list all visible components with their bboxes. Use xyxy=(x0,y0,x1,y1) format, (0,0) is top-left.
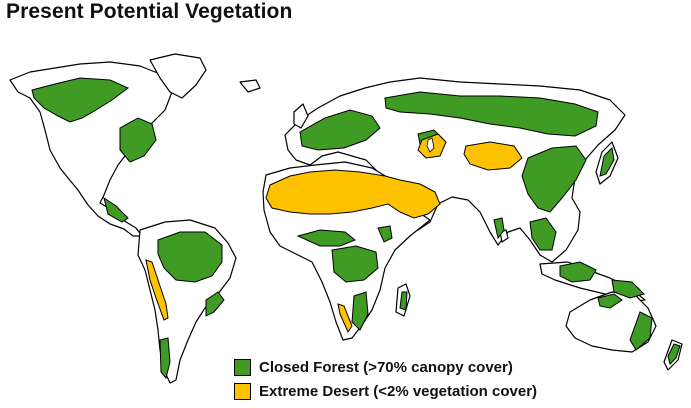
closed-forest-swatch xyxy=(234,358,251,376)
forest-japan xyxy=(599,146,615,177)
desert-taklamakan xyxy=(463,141,523,171)
forest-congo xyxy=(331,245,379,283)
extreme-desert-swatch xyxy=(234,382,251,400)
forest-southern-chile xyxy=(159,337,171,380)
caspian-sea xyxy=(426,137,435,153)
forest-east-africa xyxy=(377,225,393,243)
legend-item-closed-forest: Closed Forest (>70% canopy cover) xyxy=(234,356,537,378)
map-legend: Closed Forest (>70% canopy cover) Extrem… xyxy=(234,356,537,404)
map-title: Present Potential Vegetation xyxy=(6,0,293,23)
forest-new-zealand xyxy=(667,343,681,365)
forest-central-america xyxy=(103,196,129,223)
forest-australia-north xyxy=(597,293,623,309)
forest-north-america-boreal xyxy=(31,77,129,123)
legend-label-closed-forest: Closed Forest (>70% canopy cover) xyxy=(259,358,513,376)
forest-southeast-africa xyxy=(351,291,369,331)
forest-australia-east xyxy=(629,311,653,351)
forest-indonesia xyxy=(559,261,597,283)
forest-east-asia xyxy=(521,145,587,213)
legend-item-extreme-desert: Extreme Desert (<2% vegetation cover) xyxy=(234,380,537,402)
desert-namib xyxy=(337,303,353,334)
forest-india-west xyxy=(493,217,505,240)
forest-brazil-atlantic xyxy=(205,291,225,317)
forest-west-africa xyxy=(296,229,356,247)
iceland-landmass xyxy=(239,79,261,93)
forest-southeast-asia xyxy=(529,217,557,251)
forest-europe xyxy=(299,109,381,151)
desert-atacama xyxy=(145,259,169,321)
desert-sahara-arabia xyxy=(265,169,441,219)
legend-label-extreme-desert: Extreme Desert (<2% vegetation cover) xyxy=(259,382,538,400)
forest-madagascar xyxy=(399,291,408,311)
forest-amazon xyxy=(157,231,223,283)
forest-siberia xyxy=(384,91,599,137)
forest-new-guinea xyxy=(611,279,645,299)
greenland-landmass xyxy=(149,53,207,99)
forest-north-america-east xyxy=(119,117,157,163)
british-isles-landmass xyxy=(293,103,309,129)
